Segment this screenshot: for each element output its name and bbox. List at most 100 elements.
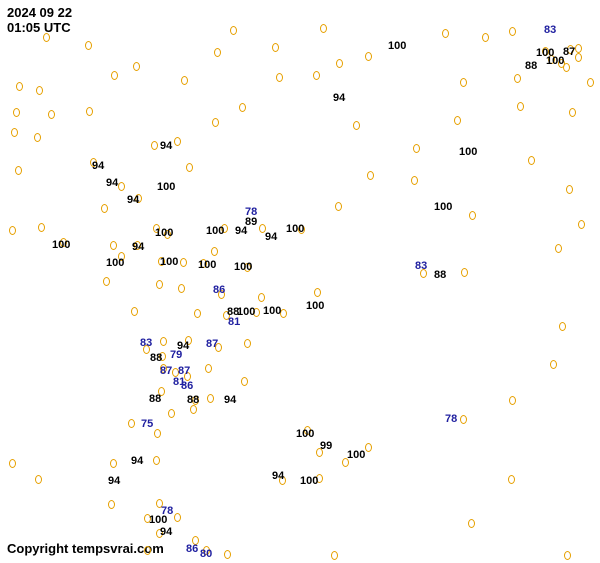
station-value: 94 [132, 241, 144, 253]
station-marker [230, 26, 237, 35]
station-value: 100 [234, 261, 252, 273]
header-time: 01:05 UTC [7, 20, 71, 35]
station-value: 100 [286, 223, 304, 235]
station-marker [156, 280, 163, 289]
station-value: 87 [563, 46, 575, 58]
station-marker [461, 268, 468, 277]
station-value: 100 [198, 259, 216, 271]
station-marker [178, 284, 185, 293]
station-marker [241, 377, 248, 386]
station-marker [550, 360, 557, 369]
station-marker [320, 24, 327, 33]
station-marker [43, 33, 50, 42]
station-value: 94 [160, 140, 172, 152]
station-marker [528, 156, 535, 165]
station-marker [207, 394, 214, 403]
station-value: 100 [434, 201, 452, 213]
station-marker [460, 415, 467, 424]
station-value: 100 [300, 475, 318, 487]
station-marker [564, 551, 571, 560]
station-value: 94 [160, 526, 172, 538]
station-value: 81 [228, 316, 240, 328]
station-value: 88 [187, 394, 199, 406]
station-marker [411, 176, 418, 185]
station-marker [509, 396, 516, 405]
station-marker [174, 513, 181, 522]
station-value: 88 [149, 393, 161, 405]
station-value: 94 [127, 194, 139, 206]
station-marker [11, 128, 18, 137]
station-marker [131, 307, 138, 316]
station-marker [160, 337, 167, 346]
station-value: 100 [388, 40, 406, 52]
station-marker [314, 288, 321, 297]
station-marker [413, 144, 420, 153]
station-marker [36, 86, 43, 95]
station-value: 88 [525, 60, 537, 72]
station-marker [103, 277, 110, 286]
station-marker [214, 48, 221, 57]
station-marker [9, 226, 16, 235]
station-value: 94 [272, 470, 284, 482]
station-marker [194, 309, 201, 318]
station-marker [244, 339, 251, 348]
station-marker [442, 29, 449, 38]
station-marker [587, 78, 594, 87]
station-marker [508, 475, 515, 484]
station-value: 100 [536, 47, 554, 59]
station-marker [559, 322, 566, 331]
station-value: 100 [52, 239, 70, 251]
station-value: 80 [200, 548, 212, 560]
station-marker [9, 459, 16, 468]
station-marker [509, 27, 516, 36]
station-marker [272, 43, 279, 52]
station-marker [48, 110, 55, 119]
station-marker [174, 137, 181, 146]
station-marker [151, 141, 158, 150]
station-value: 83 [544, 24, 556, 36]
station-marker [211, 247, 218, 256]
station-marker [181, 76, 188, 85]
station-marker [331, 551, 338, 560]
station-marker [575, 53, 582, 62]
station-marker [118, 182, 125, 191]
station-marker [276, 73, 283, 82]
station-marker [108, 500, 115, 509]
station-value: 94 [224, 394, 236, 406]
station-value: 100 [206, 225, 224, 237]
station-marker [111, 71, 118, 80]
header-date: 2024 09 22 [7, 5, 72, 20]
station-value: 78 [445, 413, 457, 425]
station-value: 100 [459, 146, 477, 158]
station-value: 100 [347, 449, 365, 461]
station-marker [168, 409, 175, 418]
station-value: 86 [181, 380, 193, 392]
station-value: 94 [131, 455, 143, 467]
station-value: 94 [106, 177, 118, 189]
station-marker [86, 107, 93, 116]
station-marker [205, 364, 212, 373]
station-value: 88 [150, 352, 162, 364]
station-value: 88 [434, 269, 446, 281]
station-value: 86 [213, 284, 225, 296]
station-value: 79 [170, 349, 182, 361]
station-marker [110, 241, 117, 250]
copyright-text: Copyright tempsvrai.com [7, 541, 164, 556]
station-value: 100 [306, 300, 324, 312]
station-marker [460, 78, 467, 87]
station-marker [514, 74, 521, 83]
station-marker [469, 211, 476, 220]
station-value: 83 [415, 260, 427, 272]
station-value: 94 [108, 475, 120, 487]
station-value: 87 [206, 338, 218, 350]
station-marker [110, 459, 117, 468]
station-marker [365, 443, 372, 452]
station-value: 86 [186, 543, 198, 555]
station-value: 100 [149, 514, 167, 526]
station-marker [212, 118, 219, 127]
station-marker [336, 59, 343, 68]
station-marker [154, 429, 161, 438]
weather-scatter-plot: 2024 09 22 01:05 UTC Copyright tempsvrai… [0, 0, 600, 563]
station-marker [517, 102, 524, 111]
station-marker [313, 71, 320, 80]
